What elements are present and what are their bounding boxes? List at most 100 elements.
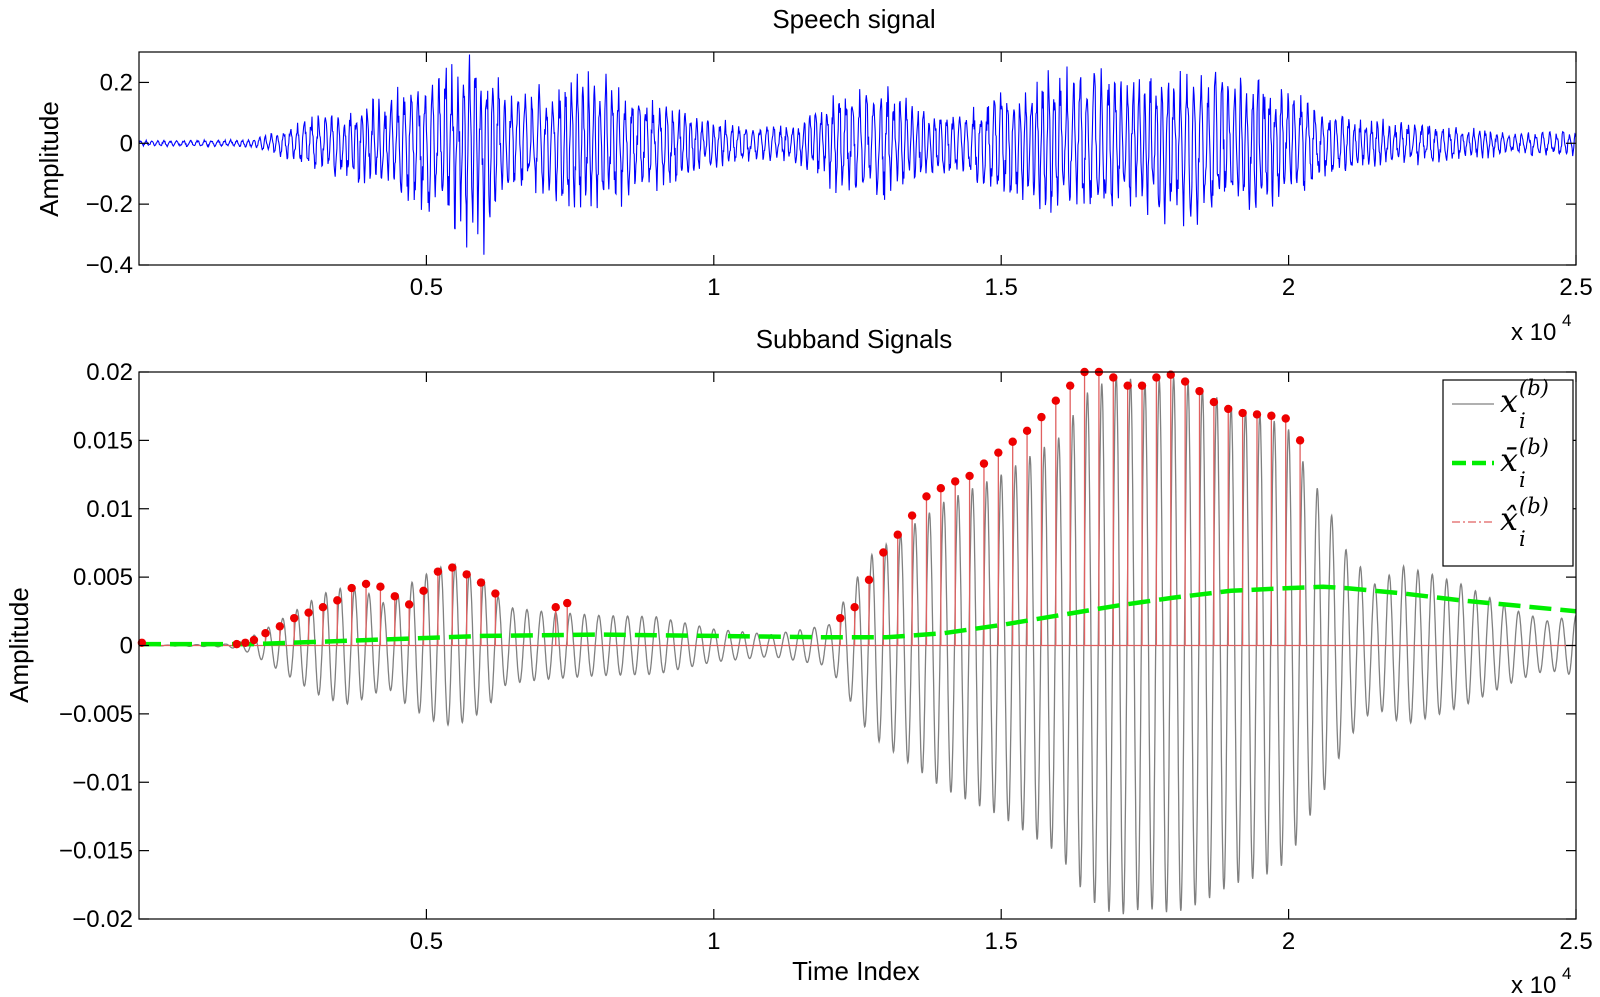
peak-marker [979, 459, 989, 468]
subband-ylabel: Amplitude [4, 587, 34, 703]
peak-marker [965, 471, 974, 481]
peak-marker [936, 484, 946, 493]
speech-title: Speech signal [772, 4, 935, 34]
speech-waveform-group [139, 54, 1576, 255]
subband-panel: Subband Signals 0.5 1 1.5 2 2.5 0.02 0.015 0.01… [4, 324, 1593, 997]
legend-subscript: i [1519, 527, 1526, 551]
peak-marker [333, 596, 342, 605]
subband-xtick-label: 0.5 [410, 928, 443, 955]
peak-marker [318, 603, 328, 612]
subband-xtick-label: 1.5 [985, 928, 1018, 955]
speech-xtick-label: 2.5 [1559, 274, 1592, 301]
legend-superscript: (b) [1519, 494, 1549, 518]
subband-xlabel: Time Index [792, 956, 920, 986]
peak-marker [390, 592, 399, 601]
subband-tick-group: 0.5 1 1.5 2 2.5 0.02 0.015 0.01 0.005 0 −0.005 −0.0… [59, 359, 1593, 955]
subband-ytick-label: 0.005 [73, 564, 133, 591]
speech-waveform-line [139, 54, 1576, 255]
peak-marker [1037, 412, 1046, 422]
subband-xtick-label: 2.5 [1559, 928, 1592, 955]
peak-marker [1051, 396, 1061, 405]
legend-entry: xi (b) [1452, 376, 1549, 433]
peak-marker [261, 628, 270, 638]
speech-x-multiplier-exponent: 4 [1562, 311, 1571, 330]
xbar-dashed-line [139, 584, 1576, 647]
peak-marker [1152, 373, 1161, 382]
peak-marker [1224, 404, 1233, 414]
peak-marker [1281, 414, 1290, 423]
subband-plot-group [137, 367, 1576, 915]
peak-marker [1209, 397, 1219, 407]
peak-marker [476, 578, 486, 587]
peak-marker [1195, 386, 1204, 396]
speech-ytick-label: 0 [120, 130, 133, 157]
speech-tick-group: 0.5 1 1.5 2 2.5 0.2 0 −0.2 −0.4 [86, 52, 1593, 301]
subband-x-multiplier-exponent: 4 [1562, 964, 1571, 983]
peak-marker [879, 548, 888, 557]
subband-ytick-label: 0.015 [73, 427, 133, 454]
subband-x-multiplier: x 10 4 [1511, 964, 1571, 997]
legend-box [1442, 379, 1574, 567]
peak-marker [433, 567, 443, 576]
speech-xtick-label: 1.5 [985, 274, 1018, 301]
peak-marker [275, 622, 285, 631]
legend-entry: x̄i (b) [1452, 435, 1549, 492]
peak-marker [1166, 370, 1175, 379]
peak-marker [1267, 411, 1276, 420]
peak-marker [1008, 437, 1017, 446]
peak-marker [1180, 377, 1190, 386]
peak-marker [1137, 381, 1147, 390]
peak-marker [361, 579, 371, 589]
peak-marker [137, 638, 147, 647]
subband-xtick-label: 2 [1282, 928, 1295, 955]
legend-superscript: (b) [1519, 376, 1549, 400]
legend-symbol: x̄ [1500, 441, 1518, 479]
peak-marker [419, 586, 428, 595]
legend-subscript: i [1519, 468, 1526, 492]
peak-marker [551, 603, 560, 612]
peak-marker [994, 448, 1003, 457]
peak-marker [1238, 408, 1247, 418]
legend-entry: x̂i (b) [1452, 494, 1549, 551]
subband-ytick-label: −0.005 [59, 701, 133, 728]
peak-marker [1123, 381, 1132, 390]
peak-marker [232, 639, 241, 649]
peak-marker [907, 511, 917, 520]
peak-marker [304, 608, 313, 617]
speech-xtick-label: 1 [707, 274, 720, 301]
speech-xtick-label: 0.5 [410, 274, 443, 301]
peak-marker [249, 635, 259, 645]
peak-marker [241, 638, 250, 647]
speech-ytick-label: −0.2 [86, 191, 133, 218]
speech-axes-box [138, 51, 1577, 266]
legend-entries: xi(b)x̄i(b)x̂i(b) [1452, 376, 1549, 551]
peak-marker [836, 613, 845, 623]
subband-title: Subband Signals [756, 324, 953, 354]
peak-marker [1022, 426, 1032, 436]
peak-marker [864, 575, 874, 585]
subband-ytick-label: 0.01 [86, 496, 133, 523]
peak-marker [1109, 373, 1118, 382]
peak-marker [376, 582, 385, 591]
subband-signal-line [139, 374, 1576, 915]
peak-marker [893, 530, 902, 539]
peak-marker [922, 492, 931, 501]
peak-marker [850, 603, 859, 612]
speech-ytick-label: −0.4 [86, 252, 133, 279]
legend: xi(b)x̄i(b)x̂i(b) [1442, 376, 1574, 567]
subband-ytick-label: −0.02 [72, 906, 133, 933]
peak-marker [404, 600, 414, 609]
peak-marker [1252, 410, 1262, 419]
peak-marker [563, 598, 572, 608]
peak-marker [289, 613, 299, 623]
legend-symbol: x [1500, 382, 1518, 420]
speech-x-multiplier: x 10 4 [1511, 311, 1571, 346]
legend-subscript: i [1519, 409, 1526, 433]
speech-x-multiplier-base: x 10 [1511, 319, 1556, 346]
peak-marker [1065, 381, 1075, 390]
subband-ytick-label: −0.015 [59, 838, 133, 865]
subband-ytick-label: 0.02 [86, 359, 133, 386]
peak-marker [1295, 436, 1305, 445]
subband-ytick-label: 0 [120, 633, 133, 660]
